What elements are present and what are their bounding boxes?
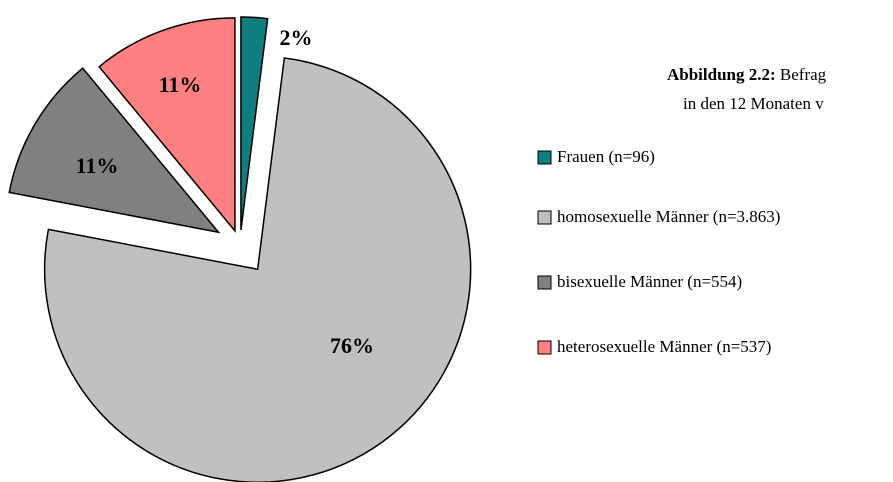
pie-slice [98,17,236,233]
data-label: 11% [76,153,119,178]
legend-label: homosexuelle Männer (n=3.863) [557,207,780,226]
legend-label: heterosexuelle Männer (n=537) [557,337,771,356]
legend-swatch [537,150,552,165]
pie-slice [43,57,472,482]
chart-subtitle: in den 12 Monaten v [683,94,824,113]
pie-slice [8,67,221,234]
legend-label: Frauen (n=96) [557,147,655,166]
pie-slice [240,16,269,231]
legend-label: bisexuelle Männer (n=554) [557,272,742,291]
title-label: Abbildung 2.2: [667,65,776,84]
legend-swatch [537,275,552,290]
title-text: Befrag [780,65,827,84]
data-label: 2% [280,25,313,50]
data-label: 11% [159,72,202,97]
data-label: 76% [330,333,374,358]
legend-swatch [537,340,552,355]
legend-swatch [537,210,552,225]
chart-title: Abbildung 2.2: Befrag [667,65,827,84]
